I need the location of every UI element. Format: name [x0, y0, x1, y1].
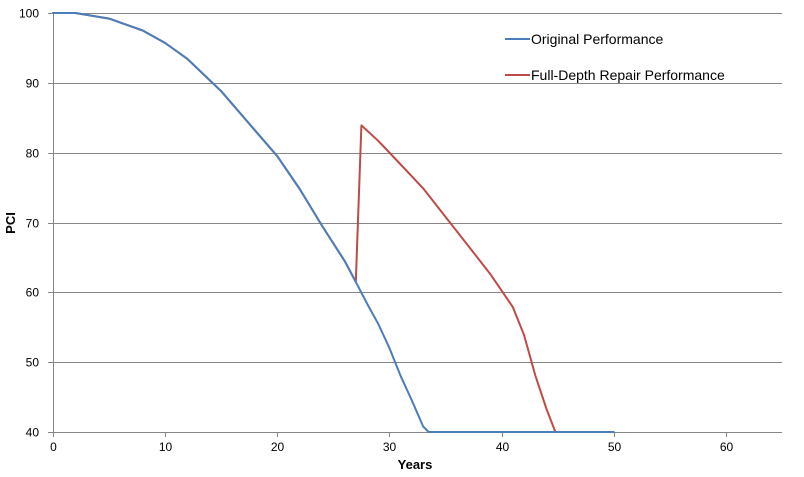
series-line-original-performance — [52, 12, 615, 433]
tick-labels: 40 50 60 70 80 90 100 0 10 20 30 40 50 60 — [19, 7, 734, 455]
x-tick-label: 20 — [271, 440, 285, 454]
legend-label: Original Performance — [531, 31, 663, 47]
legend-label: Full-Depth Repair Performance — [531, 67, 725, 83]
x-axis-title: Years — [398, 457, 433, 472]
y-tick-label: 60 — [26, 286, 40, 300]
y-tick-label: 100 — [19, 7, 39, 21]
y-axis-title: PCI — [3, 212, 18, 234]
y-tick-label: 70 — [26, 217, 40, 231]
y-tick-label: 90 — [26, 77, 40, 91]
x-tick-label: 60 — [720, 440, 734, 454]
series-layer — [52, 12, 615, 433]
x-tick-label: 40 — [496, 440, 510, 454]
axes — [48, 13, 782, 437]
y-tick-label: 40 — [26, 426, 40, 440]
gridlines — [53, 13, 782, 363]
y-tick-label: 80 — [26, 147, 40, 161]
x-tick-label: 10 — [159, 440, 173, 454]
y-tick-label: 50 — [26, 356, 40, 370]
x-tick-label: 30 — [383, 440, 397, 454]
x-tick-label: 0 — [50, 440, 57, 454]
series-line-full-depth-repair-performance — [52, 12, 557, 433]
x-tick-label: 50 — [608, 440, 622, 454]
legend: Original Performance Full-Depth Repair Pe… — [505, 31, 725, 83]
